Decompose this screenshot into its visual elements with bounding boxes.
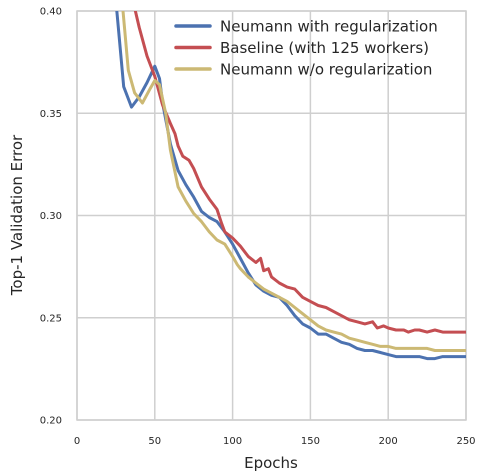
legend: Neumann with regularization Baseline (wit…	[174, 18, 438, 79]
legend-label: Baseline (with 125 workers)	[220, 39, 429, 57]
x-tick-label: 200	[379, 436, 398, 447]
x-tick-label: 150	[301, 436, 320, 447]
series-layer	[115, 11, 466, 361]
x-tick-label: 0	[74, 436, 80, 447]
legend-label: Neumann with regularization	[220, 18, 438, 36]
x-tick-label: 50	[148, 436, 161, 447]
series-line-1	[133, 11, 466, 334]
x-tick-label: 250	[456, 436, 475, 447]
y-tick-label: 0.40	[40, 7, 62, 18]
y-tick-label: 0.20	[40, 416, 62, 427]
series-line-2	[121, 11, 466, 352]
y-tick-label: 0.35	[40, 109, 62, 120]
x-axis-label: Epochs	[244, 454, 298, 472]
tick-labels: 0 50 100 150 200 250 0.20 0.25 0.30 0.35 0.40	[40, 7, 476, 448]
plot-frame	[76, 10, 467, 421]
y-tick-label: 0.30	[40, 211, 62, 222]
legend-label: Neumann w/o regularization	[220, 61, 432, 79]
x-tick-label: 100	[223, 436, 242, 447]
y-tick-label: 0.25	[40, 313, 62, 324]
y-axis-label: Top-1 Validation Error	[8, 134, 26, 296]
